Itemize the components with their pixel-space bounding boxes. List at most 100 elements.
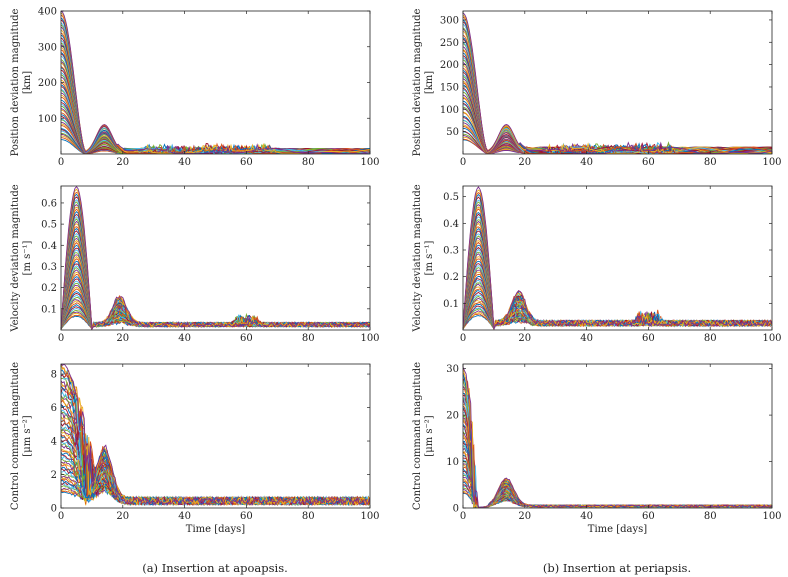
y-tick-label: 8 [51, 370, 57, 381]
x-tick-label: 80 [704, 157, 717, 168]
series-line [61, 374, 370, 507]
x-tick-label: 0 [460, 511, 466, 522]
x-tick-label: 80 [704, 333, 717, 344]
series-line [61, 211, 370, 329]
chart-b-top: 0 20 40 60 80 100 50 100 150 200 250 300 Position de… [412, 9, 782, 168]
x-tick-label: 100 [762, 333, 781, 344]
y-tick-label: 100 [440, 105, 459, 116]
series-line [61, 204, 370, 330]
series-line [61, 208, 370, 329]
x-tick-label: 100 [360, 333, 379, 344]
plot-frame [60, 185, 371, 331]
y-axis-label: Position deviation magnitude[km] [412, 9, 435, 157]
series-line [61, 196, 370, 330]
y-tick-label: 0 [51, 504, 57, 515]
caption-a: (a) Insertion at apoapsis. [142, 561, 288, 575]
x-tick-label: 60 [642, 157, 655, 168]
series-line [61, 193, 370, 330]
chart-b-mid: 0 20 40 60 80 100 0.1 0.2 0.3 0.4 0.5 Velocity devi… [412, 184, 782, 344]
x-tick-label: 60 [240, 157, 253, 168]
plot-frame [462, 185, 773, 331]
series-line [61, 230, 370, 330]
y-axis-label: Position deviation magnitude[km] [10, 9, 33, 157]
series-group [61, 364, 370, 507]
series-line [61, 376, 370, 506]
x-tick-label: 80 [302, 333, 315, 344]
series-line [61, 223, 370, 330]
x-tick-label: 60 [240, 511, 253, 522]
y-tick-label: 150 [440, 82, 459, 93]
plot-frame [60, 363, 371, 509]
series-line [61, 191, 370, 330]
series-line [61, 232, 370, 330]
series-line [463, 189, 772, 330]
caption-b: (b) Insertion at periapsis. [543, 561, 691, 575]
y-tick-label: 200 [38, 78, 57, 89]
x-tick-label: 40 [580, 511, 593, 522]
x-tick-label: 80 [302, 511, 315, 522]
y-tick-label: 100 [38, 114, 57, 125]
x-tick-label: 100 [360, 511, 379, 522]
chart-a-mid: 0 20 40 60 80 100 0.1 0.2 0.3 0.4 0.5 0.6 Velocity d… [10, 184, 380, 344]
chart-a-top: 0 20 40 60 80 100 100 200 300 400 Position deviati… [10, 7, 380, 169]
x-tick-label: 40 [580, 333, 593, 344]
y-tick-label: 0.4 [41, 241, 57, 252]
y-tick-label: 0.1 [443, 299, 459, 310]
y-tick-label: 300 [38, 42, 57, 53]
x-tick-label: 100 [762, 511, 781, 522]
x-tick-label: 0 [58, 511, 64, 522]
x-tick-label: 20 [116, 511, 129, 522]
y-tick-label: 30 [446, 364, 459, 375]
x-tick-label: 100 [762, 157, 781, 168]
y-tick-label: 0.1 [41, 304, 57, 315]
y-tick-label: 0.3 [443, 246, 459, 257]
y-tick-label: 200 [440, 60, 459, 71]
y-tick-label: 0 [453, 504, 459, 515]
series-line [61, 235, 370, 329]
series-line [61, 213, 370, 330]
series-line [61, 216, 370, 330]
y-tick-label: 4 [51, 437, 57, 448]
x-tick-label: 60 [240, 333, 253, 344]
chart-b-bot: 0 20 40 60 80 100 0 10 20 30 Control command magni… [412, 362, 782, 535]
series-line [61, 40, 370, 154]
series-line [61, 373, 370, 507]
series-line [61, 364, 370, 506]
x-axis-label: Time [days] [186, 524, 245, 535]
x-tick-label: 0 [460, 157, 466, 168]
series-group [61, 186, 370, 330]
series-line [463, 186, 772, 330]
series-group [463, 186, 772, 330]
series-line [61, 220, 370, 330]
series-line [61, 237, 370, 330]
y-tick-label: 50 [446, 127, 459, 138]
y-tick-label: 250 [440, 38, 459, 49]
y-tick-label: 0.3 [41, 262, 57, 273]
series-line [61, 199, 370, 330]
series-line [61, 92, 370, 154]
plot-frame [462, 363, 773, 509]
x-tick-label: 60 [642, 511, 655, 522]
y-tick-label: 0.6 [41, 198, 57, 209]
x-tick-label: 60 [642, 333, 655, 344]
x-tick-label: 20 [518, 511, 531, 522]
y-axis-label: Control command magnitude[μm s⁻²] [412, 362, 435, 510]
x-tick-label: 20 [116, 157, 129, 168]
x-tick-label: 40 [178, 511, 191, 522]
series-line [61, 228, 370, 330]
x-tick-label: 0 [58, 157, 64, 168]
y-tick-label: 0.2 [443, 272, 459, 283]
x-tick-label: 0 [460, 333, 466, 344]
series-line [61, 206, 370, 330]
series-line [61, 186, 370, 330]
series-line [61, 239, 370, 330]
series-line [463, 59, 772, 154]
series-group [463, 12, 772, 154]
series-line [463, 366, 772, 508]
y-tick-label: 400 [38, 7, 57, 18]
y-tick-label: 10 [446, 457, 459, 468]
series-group [61, 11, 370, 154]
x-axis-label: Time [days] [588, 524, 647, 535]
